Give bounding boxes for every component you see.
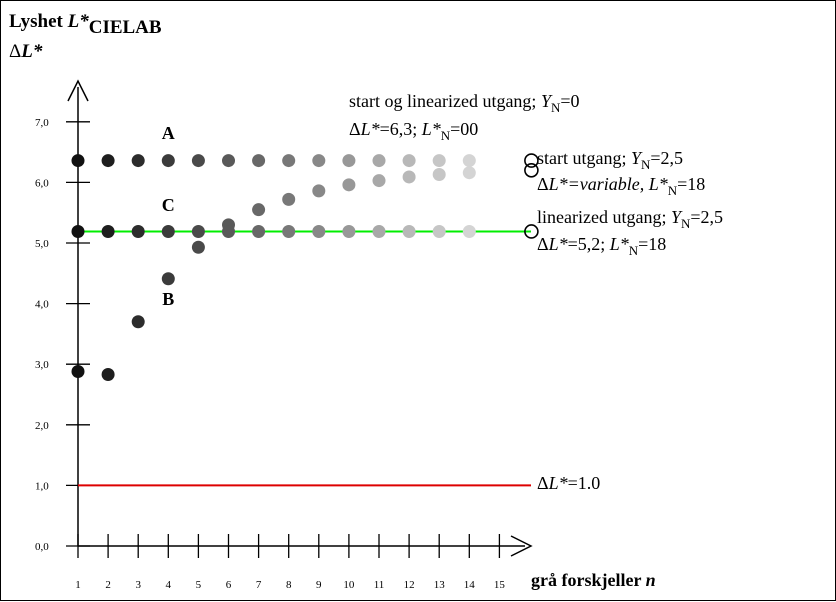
x-axis-label: grå forskjeller n <box>531 570 656 590</box>
x-tick-label: 5 <box>196 579 202 591</box>
reference-lines <box>78 230 531 487</box>
ylabel-var: L* <box>20 41 43 62</box>
y-tick-label: 2,0 <box>35 420 49 432</box>
y-tick-label: 3,0 <box>35 359 49 371</box>
series-a-point <box>402 154 416 168</box>
y-tick-label: 5,0 <box>35 238 49 250</box>
series-a-point <box>342 154 356 168</box>
series-a-point <box>71 154 85 168</box>
series-label-a: A <box>162 123 175 143</box>
series-a-point <box>282 154 296 168</box>
open-circle-marker <box>524 224 539 239</box>
open-circle-marker <box>524 162 539 178</box>
series-b-point <box>161 272 175 286</box>
annotation-1-line-1: start og linearized utgang; YN=0 <box>349 91 580 115</box>
x-tick-label: 11 <box>374 579 385 591</box>
series-b-point <box>372 174 386 188</box>
annotation-3-line-2: ΔL*=5,2; L*N=18 <box>537 234 666 258</box>
series-a-point <box>222 154 235 168</box>
series-a-point <box>101 154 115 168</box>
x-tick-label: 1 <box>75 579 81 591</box>
series-label-b: B <box>162 289 174 309</box>
series-c-point <box>222 224 235 238</box>
x-ticks: 1 2 3 4 5 6 7 8 9 10 11 12 13 14 15 <box>75 534 505 591</box>
y-axis-label: ΔL* <box>9 41 43 62</box>
series-c-point <box>372 224 386 238</box>
series-a-point <box>462 154 476 168</box>
title-sub: CIELAB <box>89 17 162 38</box>
series-b-point <box>191 240 205 254</box>
annotation-2-line-2: ΔL*=variable, L*N=18 <box>537 174 705 198</box>
series-a-point <box>372 154 386 168</box>
xlabel-var: n <box>646 570 656 590</box>
series-b-point <box>462 166 476 180</box>
series-c-point <box>462 224 476 238</box>
series-b-point <box>432 168 446 182</box>
y-tick-label: 4,0 <box>35 299 49 311</box>
annotation-3-line-1: linearized utgang; YN=2,5 <box>537 207 723 231</box>
series-b-point <box>402 170 416 184</box>
series-c-point <box>131 224 145 238</box>
x-tick-label: 10 <box>343 579 355 591</box>
x-tick-label: 3 <box>135 579 141 591</box>
series-c-point <box>191 224 205 238</box>
annotation-1-line-2: ΔL*=6,3; L*N=00 <box>349 119 478 143</box>
series-b-point <box>342 178 356 192</box>
title-prefix: Lyshet <box>9 11 68 32</box>
x-tick-label: 14 <box>464 579 476 591</box>
x-tick-label: 9 <box>316 579 322 591</box>
series-c-point <box>342 224 356 238</box>
series-a-point <box>161 154 175 168</box>
y-ticks: 0,0 1,0 2,0 3,0 4,0 5,0 6,0 7,0 <box>35 117 90 553</box>
series-c-point <box>252 224 266 238</box>
series-c-point <box>282 224 296 238</box>
series-a-point <box>312 154 326 168</box>
data-points <box>71 154 476 382</box>
series-c-point <box>432 224 446 238</box>
series-b-point <box>312 184 326 198</box>
series-b-point <box>252 203 266 217</box>
series-b-point <box>101 368 115 382</box>
x-tick-label: 6 <box>226 579 232 591</box>
open-circles <box>524 153 539 239</box>
x-tick-label: 7 <box>256 579 262 591</box>
y-axis-arrow <box>67 79 89 102</box>
series-label-c: C <box>162 195 175 215</box>
y-tick-label: 6,0 <box>35 177 49 189</box>
x-tick-label: 12 <box>404 579 415 591</box>
x-tick-label: 2 <box>105 579 111 591</box>
series-c-point <box>71 224 85 238</box>
series-c-point <box>161 224 175 238</box>
series-labels: A C B <box>162 123 175 309</box>
series-c-point <box>312 224 326 238</box>
series-a-point <box>252 154 266 168</box>
open-circle-marker <box>524 153 539 168</box>
ylabel-delta: Δ <box>9 41 21 62</box>
x-tick-label: 13 <box>434 579 446 591</box>
series-b-point <box>131 315 145 329</box>
y-tick-label: 1,0 <box>35 480 49 492</box>
x-tick-label: 8 <box>286 579 292 591</box>
series-a-point <box>432 154 446 168</box>
series-a-point <box>191 154 205 168</box>
xlabel-text: grå forskjeller <box>531 570 646 590</box>
y-tick-label: 0,0 <box>35 541 49 553</box>
reference-line-label: ΔL*=1.0 <box>537 473 600 493</box>
title-var: L* <box>67 11 90 32</box>
x-tick-label: 15 <box>494 579 506 591</box>
y-tick-label: 7,0 <box>35 117 49 129</box>
series-b-point <box>71 364 85 378</box>
series-c-point <box>402 224 416 238</box>
chart-title: Lyshet L*CIELAB <box>9 11 162 38</box>
x-axis-arrow <box>510 535 533 557</box>
x-tick-label: 4 <box>166 579 172 591</box>
series-c-point <box>101 224 115 238</box>
series-b-point <box>282 192 296 206</box>
annotation-2-line-1: start utgang; YN=2,5 <box>537 148 683 172</box>
series-a-point <box>131 154 145 168</box>
